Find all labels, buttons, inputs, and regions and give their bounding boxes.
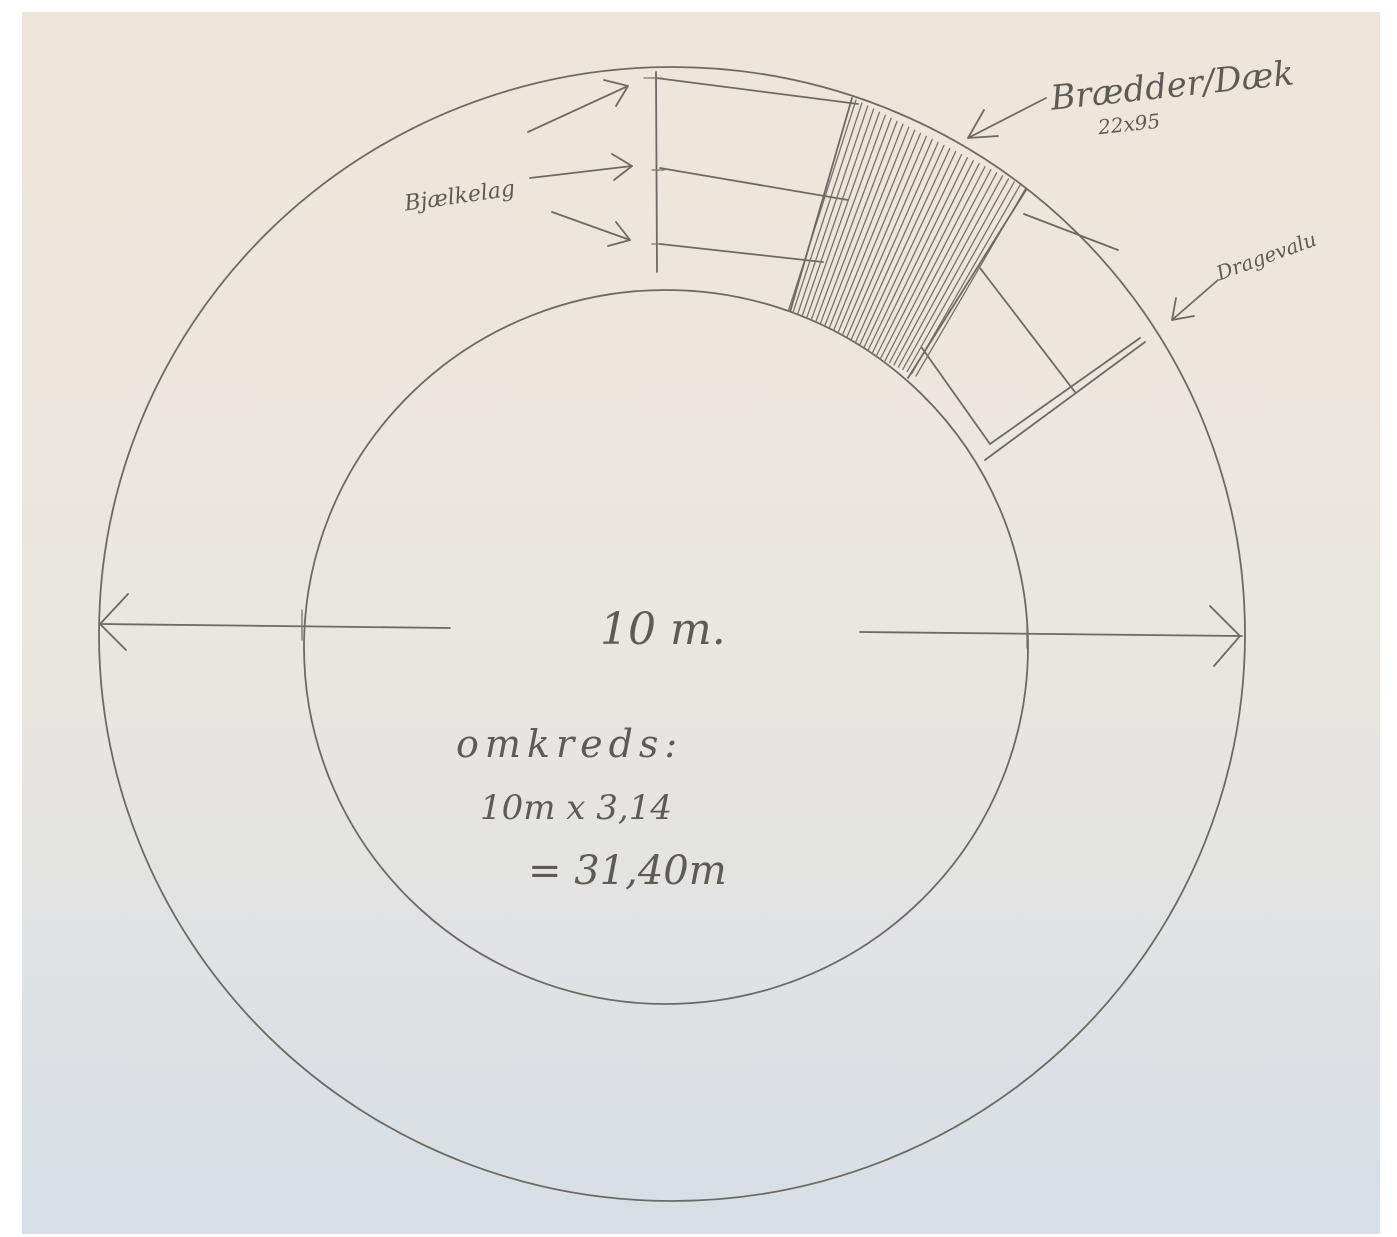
joists [643,77,1119,445]
board-stroke [897,175,1004,368]
board-stroke [844,138,933,342]
board-stroke [880,163,980,359]
board-stroke [822,123,904,331]
diameter-label: 10 m. [600,604,726,655]
board-edge [789,97,853,313]
board-stroke [818,120,898,329]
board-stroke [857,147,951,348]
board-stroke [835,132,922,337]
board-stroke [805,111,881,322]
diameter-right-arrow [859,605,1243,667]
board-stroke [853,144,945,346]
circumference-calc: 10m x 3,14 [480,788,672,828]
board-stroke [791,102,863,315]
board-stroke [871,157,969,355]
board-stroke [862,150,957,351]
board-stroke [884,166,986,362]
board-stroke [893,172,998,366]
circumference-result: = 31,40m [528,848,727,894]
board-stroke [800,108,875,320]
inner-circle [303,289,1029,1005]
board-stroke [875,160,974,357]
board-stroke [866,153,963,353]
girder [984,337,1146,461]
boards-hatching [787,97,1027,379]
joists-pointer-arrows [527,79,633,247]
board-stroke [813,117,892,326]
board-stroke [809,114,886,324]
outer-circle [98,66,1246,1202]
board-stroke [902,178,1010,371]
board-stroke [906,181,1015,373]
board-stroke [840,135,927,340]
girder-pointer-arrow [1171,279,1219,321]
board-stroke [796,105,869,318]
boards-pointer-arrow [967,97,1047,139]
joist-center-line [655,71,658,273]
board-edge [907,189,1027,379]
board-stroke [827,126,910,333]
diameter-left-arrow [99,593,451,651]
paper-background [22,12,1380,1234]
circumference-title: omkreds: [456,722,684,766]
board-stroke [831,129,916,335]
board-stroke [888,169,992,364]
board-stroke [849,141,939,344]
